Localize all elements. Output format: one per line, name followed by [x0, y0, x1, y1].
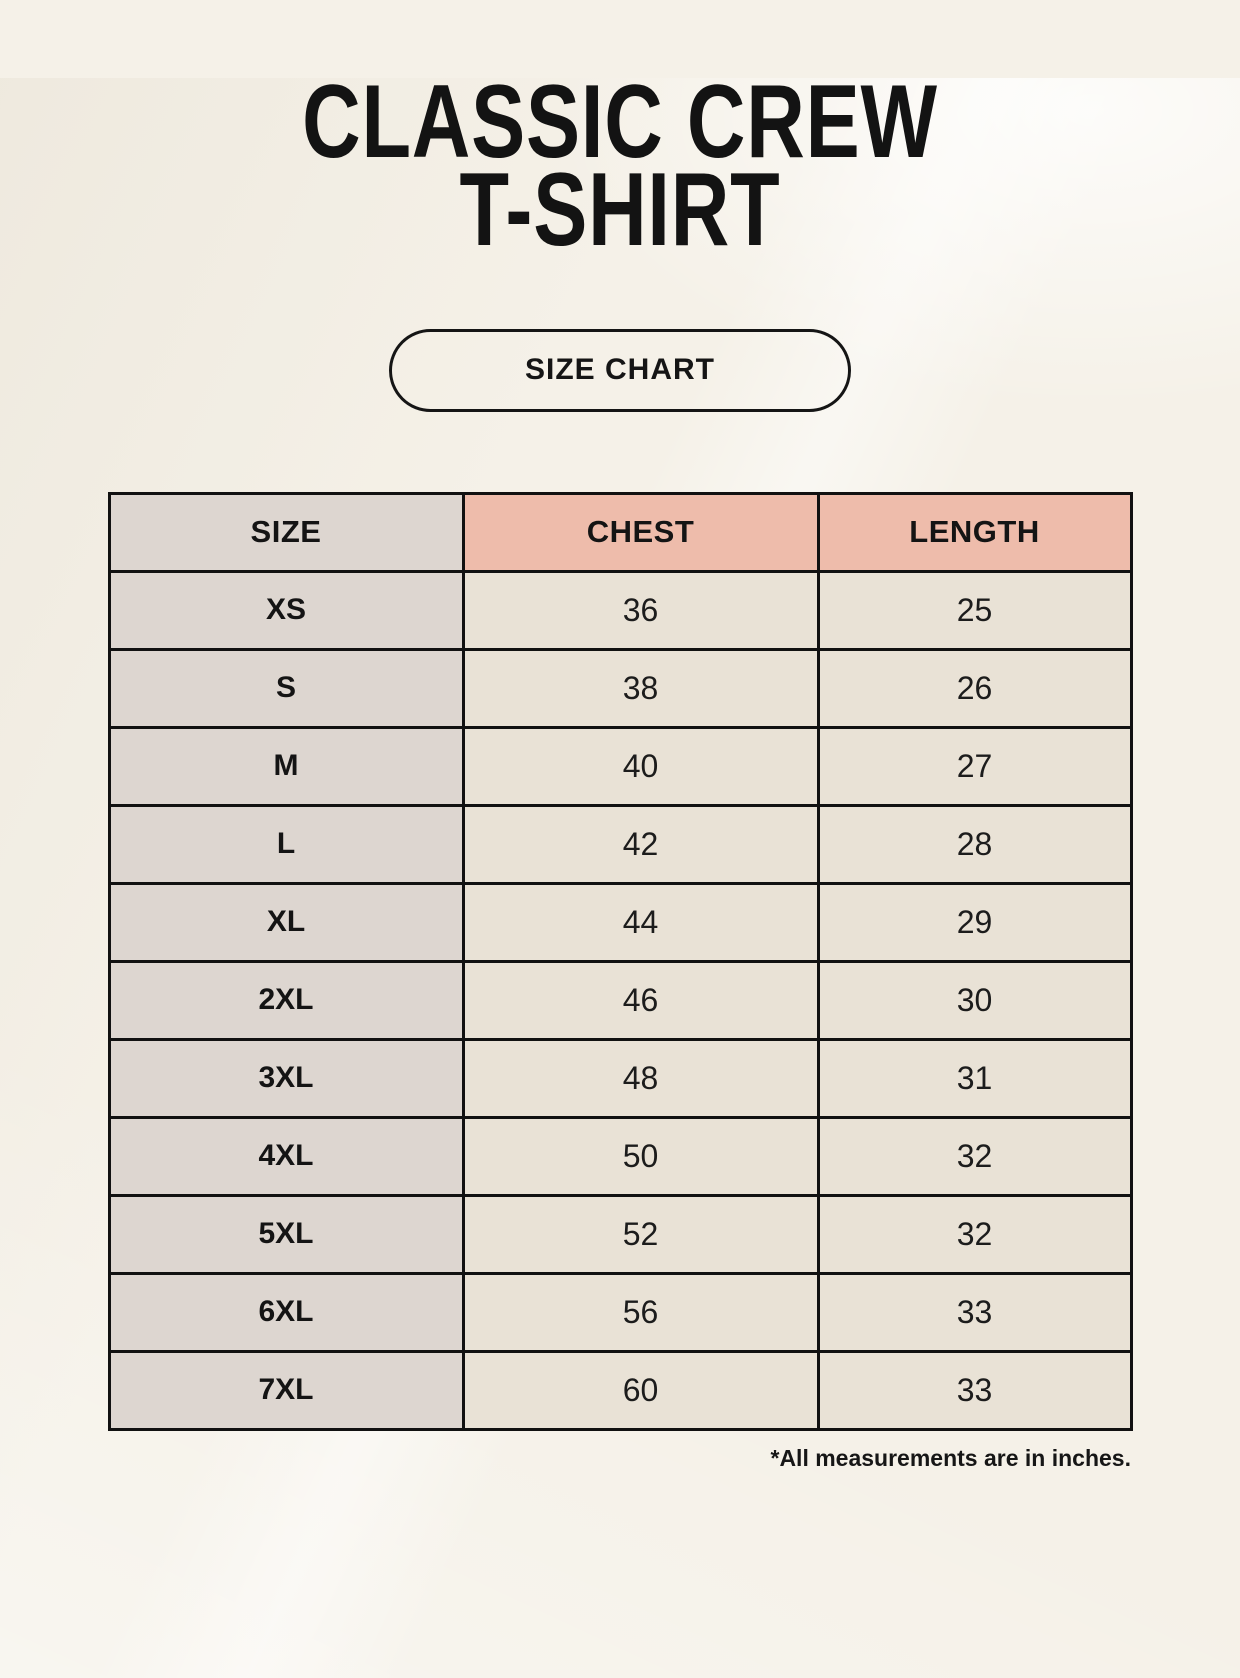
size-cell: 3XL — [107, 1037, 465, 1119]
size-cell: L — [107, 803, 465, 885]
size-chart-page: CLASSIC CREW T-SHIRT SIZE CHART SIZE CHE… — [0, 70, 1240, 1678]
length-cell: 33 — [816, 1271, 1133, 1353]
page-title-line1: CLASSIC CREW — [302, 64, 938, 180]
length-cell: 27 — [816, 725, 1133, 807]
size-cell: 7XL — [107, 1349, 465, 1431]
chest-cell: 42 — [461, 803, 820, 885]
length-cell: 32 — [816, 1193, 1133, 1275]
chest-cell: 36 — [461, 569, 820, 651]
size-chart-button[interactable]: SIZE CHART — [389, 328, 851, 412]
size-cell: M — [107, 725, 465, 807]
length-cell: 26 — [816, 647, 1133, 729]
length-cell: 25 — [816, 569, 1133, 651]
length-cell: 32 — [816, 1115, 1133, 1197]
size-cell: 6XL — [107, 1271, 465, 1353]
table-row: 2XL 46 30 — [107, 959, 1133, 1041]
length-cell: 29 — [816, 881, 1133, 963]
chest-cell: 52 — [461, 1193, 820, 1275]
chest-cell: 48 — [461, 1037, 820, 1119]
table-row: M 40 27 — [107, 725, 1133, 807]
table-row: S 38 26 — [107, 647, 1133, 729]
chest-cell: 46 — [461, 959, 820, 1041]
page-title-line2: T-SHIRT — [459, 152, 781, 269]
table-row: 6XL 56 33 — [107, 1271, 1133, 1353]
size-table: SIZE CHEST LENGTH XS 36 25 S 38 26 M 40 … — [107, 491, 1133, 1431]
size-cell: 5XL — [107, 1193, 465, 1275]
chest-cell: 56 — [461, 1271, 820, 1353]
chest-cell: 40 — [461, 725, 820, 807]
column-header-size: SIZE — [107, 491, 465, 573]
size-cell: 4XL — [107, 1115, 465, 1197]
table-row: 4XL 50 32 — [107, 1115, 1133, 1197]
table-row: 3XL 48 31 — [107, 1037, 1133, 1119]
table-row: 5XL 52 32 — [107, 1193, 1133, 1275]
table-row: L 42 28 — [107, 803, 1133, 885]
table-row: 7XL 60 33 — [107, 1349, 1133, 1431]
column-header-chest: CHEST — [461, 491, 820, 573]
measurements-footnote: *All measurements are in inches. — [770, 1444, 1132, 1471]
length-cell: 28 — [816, 803, 1133, 885]
page-title: CLASSIC CREW T-SHIRT — [136, 70, 1103, 262]
chest-cell: 60 — [461, 1349, 820, 1431]
length-cell: 33 — [816, 1349, 1133, 1431]
size-cell: XL — [107, 881, 465, 963]
table-row: XL 44 29 — [107, 881, 1133, 963]
table-header-row: SIZE CHEST LENGTH — [107, 491, 1133, 573]
table-row: XS 36 25 — [107, 569, 1133, 651]
length-cell: 30 — [816, 959, 1133, 1041]
length-cell: 31 — [816, 1037, 1133, 1119]
size-cell: XS — [107, 569, 465, 651]
chest-cell: 44 — [461, 881, 820, 963]
chest-cell: 38 — [461, 647, 820, 729]
chest-cell: 50 — [461, 1115, 820, 1197]
size-cell: 2XL — [107, 959, 465, 1041]
size-cell: S — [107, 647, 465, 729]
column-header-length: LENGTH — [816, 491, 1133, 573]
